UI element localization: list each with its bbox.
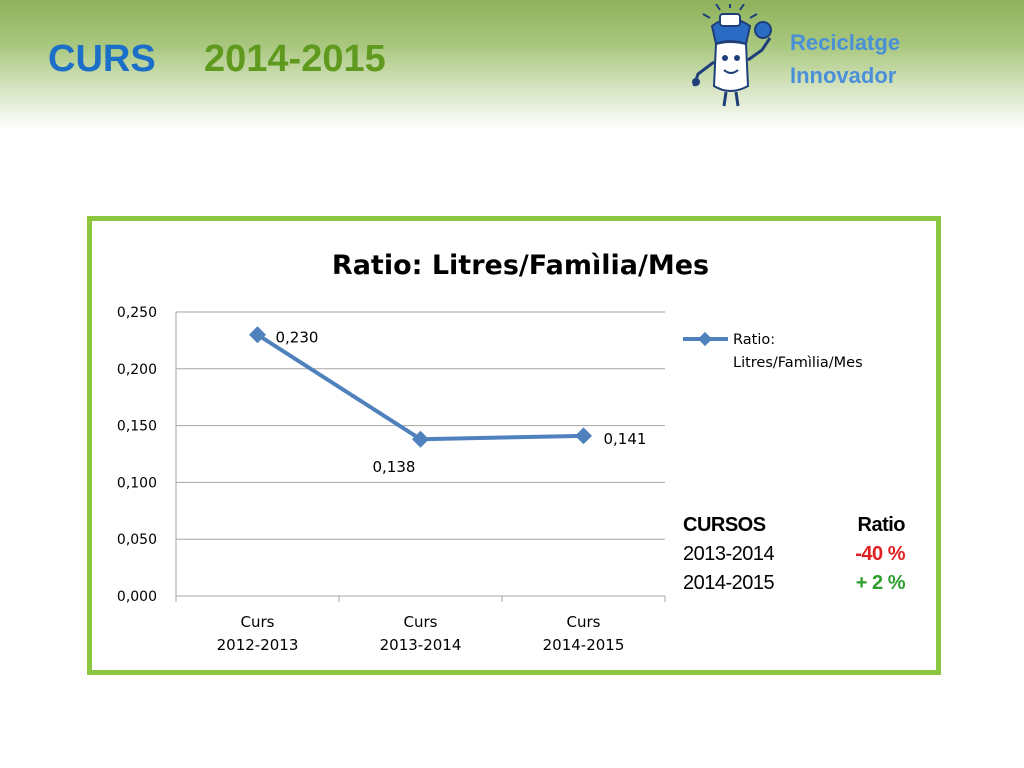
data-point-marker: [575, 427, 592, 445]
cursos-table-row: 2013-2014 -40 %: [683, 543, 913, 572]
line-chart: Ratio: Litres/Famìlia/Mes 0,000 0,050 0,100…: [117, 250, 863, 654]
data-label: 0,138: [373, 458, 416, 476]
page-title-curs: CURS: [48, 38, 156, 80]
y-tick-label: 0,200: [117, 362, 157, 378]
cursos-row-curs: 2014-2015: [683, 572, 775, 594]
x-tick-label: 2013-2014: [380, 636, 462, 654]
x-tick-label: Curs: [567, 613, 601, 631]
legend-label: Ratio:: [733, 332, 775, 348]
y-tick-label: 0,150: [117, 419, 157, 435]
data-label: 0,141: [604, 430, 647, 448]
data-label: 0,230: [276, 329, 319, 347]
chart-frame: Ratio: Litres/Famìlia/Mes 0,000 0,050 0,100…: [87, 216, 941, 675]
logo-text: Reciclatge Innovador: [790, 26, 900, 92]
cursos-row-ratio: -40 %: [855, 543, 905, 565]
recycling-mascot-logo: [692, 4, 772, 107]
series-line: [256, 333, 584, 442]
y-tick-label: 0,100: [117, 475, 157, 491]
y-tick-label: 0,000: [117, 589, 157, 605]
ratio-header-label: Ratio: [857, 514, 906, 536]
x-tick-label: 2012-2013: [217, 636, 299, 654]
y-tick-label: 0,050: [117, 532, 157, 548]
chart-title: Ratio: Litres/Famìlia/Mes: [332, 250, 709, 281]
logo-text-line2: Innovador: [790, 63, 897, 88]
data-point-marker: [412, 430, 429, 448]
x-tick-label: Curs: [241, 613, 275, 631]
legend-label: Litres/Famìlia/Mes: [733, 355, 863, 371]
page-title-year: 2014-2015: [204, 38, 386, 80]
logo-text-line1: Reciclatge: [790, 30, 901, 55]
legend-marker: [697, 331, 713, 347]
y-tick-label: 0,250: [117, 305, 157, 321]
cursos-ratio-table: CURSOS Ratio 2013-2014 -40 % 2014-2015 +…: [683, 514, 913, 601]
x-tick-label: 2014-2015: [543, 636, 625, 654]
cursos-table-row: 2014-2015 + 2 %: [683, 572, 913, 601]
header-band: CURS 2014-2015 Reciclatge Innovador: [0, 0, 1024, 130]
cursos-header-label: CURSOS: [683, 514, 766, 536]
cursos-row-curs: 2013-2014: [683, 543, 775, 565]
x-tick-label: Curs: [404, 613, 438, 631]
cursos-row-ratio: + 2 %: [855, 572, 906, 594]
cursos-table-header: CURSOS Ratio: [683, 514, 913, 543]
